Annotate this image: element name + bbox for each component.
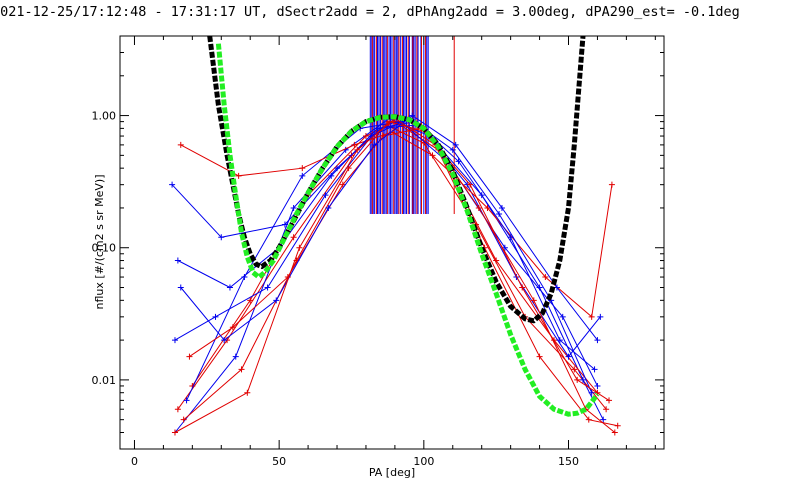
data-point-red [351, 141, 358, 148]
data-point-red [585, 416, 592, 423]
data-point-red [484, 204, 491, 211]
series-line-blue [171, 124, 601, 358]
data-point-blue [600, 416, 607, 423]
data-point-red [362, 133, 369, 140]
y-tick-label: 0.10 [92, 242, 117, 255]
data-point-blue [281, 221, 288, 228]
data-point-red [247, 297, 254, 304]
data-point-red [235, 172, 242, 179]
data-point-blue [212, 313, 219, 320]
x-tick-label: 50 [272, 455, 286, 468]
data-point-red [229, 324, 236, 331]
data-point-blue [597, 313, 604, 320]
data-point-red [519, 284, 526, 291]
data-point-blue [264, 284, 271, 291]
data-point-red [354, 146, 361, 153]
data-point-blue [496, 210, 503, 217]
data-point-blue [588, 389, 595, 396]
data-point-blue [328, 172, 335, 179]
chart-title: 2021-12-25/17:12:48 - 17:31:17 UT, dSect… [0, 4, 740, 20]
series-line-red [189, 127, 610, 401]
data-point-blue [594, 337, 601, 344]
data-point-blue [221, 337, 228, 344]
series-line-red [180, 131, 613, 318]
series-line-red [177, 124, 607, 410]
data-point-blue [325, 204, 332, 211]
data-point-red [530, 297, 537, 304]
series-line-blue [174, 117, 593, 393]
data-point-red [603, 406, 610, 413]
data-point-blue [290, 204, 297, 211]
data-point-blue [409, 112, 416, 119]
data-point-red [429, 152, 436, 159]
plot-area [169, 36, 621, 436]
data-point-red [186, 353, 193, 360]
data-point-red [299, 165, 306, 172]
data-point-red [536, 353, 543, 360]
data-point-red [174, 406, 181, 413]
data-point-red [542, 274, 549, 281]
data-point-blue [371, 141, 378, 148]
data-point-red [290, 234, 297, 241]
fit-curve-green [215, 43, 600, 417]
data-point-blue [449, 146, 456, 153]
y-tick-label: 1.00 [92, 110, 117, 123]
data-point-blue [218, 234, 225, 241]
data-point-red [238, 366, 245, 373]
series-line-red [174, 117, 618, 433]
data-point-blue [169, 181, 176, 188]
data-point-red [180, 416, 187, 423]
data-point-blue [559, 313, 566, 320]
data-point-blue [226, 284, 233, 291]
data-point-blue [183, 397, 190, 404]
data-point-blue [556, 337, 563, 344]
data-point-blue [594, 382, 601, 389]
data-point-red [475, 204, 482, 211]
x-tick-label: 0 [131, 455, 138, 468]
data-point-red [611, 429, 618, 436]
x-tick-label: 100 [413, 455, 434, 468]
x-axis-label: PA [deg] [369, 466, 415, 479]
data-point-red [588, 313, 595, 320]
x-tick-label: 150 [558, 455, 579, 468]
data-point-blue [498, 204, 505, 211]
data-point-blue [374, 125, 381, 132]
data-point-red [177, 141, 184, 148]
data-point-blue [299, 172, 306, 179]
data-point-blue [452, 141, 459, 148]
data-point-red [606, 397, 613, 404]
data-point-blue [171, 337, 178, 344]
data-point-red [571, 366, 578, 373]
data-point-blue [591, 366, 598, 373]
y-axis-label: nflux [#/(cm2 s sr MeV)] [93, 175, 106, 310]
plot-frame [119, 35, 665, 450]
axes: 0 50 100 150 0.01 0.10 1.00 [92, 35, 664, 468]
data-point-red [574, 376, 581, 383]
data-point-red [171, 429, 178, 436]
data-point-red [614, 422, 621, 429]
data-point-blue [273, 297, 280, 304]
data-point-blue [174, 257, 181, 264]
data-point-red [493, 257, 500, 264]
data-point-blue [579, 376, 586, 383]
data-point-red [608, 181, 615, 188]
data-point-red [467, 181, 474, 188]
data-point-blue [565, 353, 572, 360]
data-point-blue [177, 284, 184, 291]
data-point-blue [322, 192, 329, 199]
data-point-red [296, 244, 303, 251]
data-point-blue [232, 353, 239, 360]
series-line-blue [180, 114, 598, 341]
y-tick-label: 0.01 [92, 374, 117, 387]
data-point-red [244, 389, 251, 396]
